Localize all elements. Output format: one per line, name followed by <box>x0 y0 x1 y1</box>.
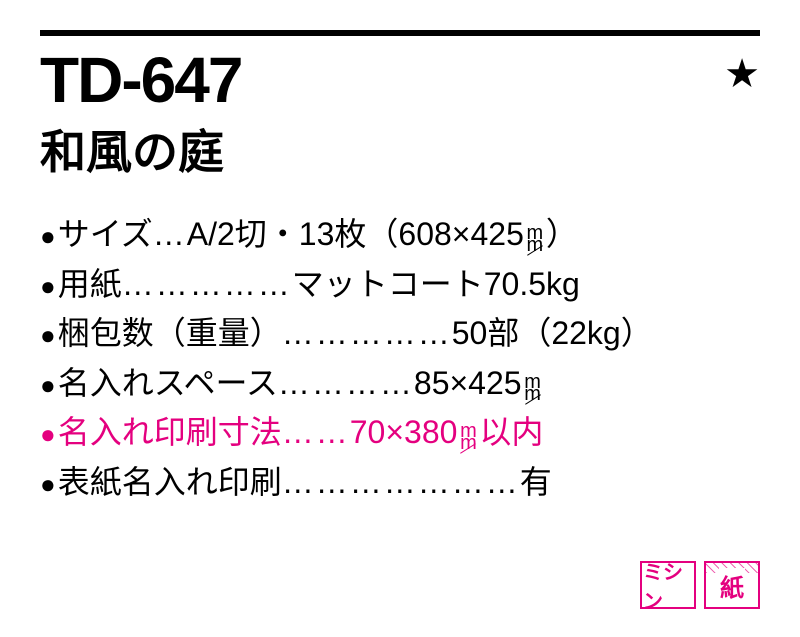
spec-leader: ………………… <box>282 458 520 508</box>
spec-row: ●名入れ印刷寸法 ……70×380mm以内 <box>40 408 760 458</box>
spec-label: 表紙名入れ印刷 <box>58 458 282 508</box>
badge-row: ミシン紙 <box>640 561 760 609</box>
product-code: TD-647 <box>40 48 241 112</box>
bullet-icon: ● <box>40 315 56 355</box>
bullet-icon: ● <box>40 365 56 405</box>
spec-value-post: 以内 <box>479 408 543 458</box>
mm-unit: mm <box>526 227 544 250</box>
spec-row: ●梱包数（重量）……………50部（22kg） <box>40 309 760 359</box>
mm-unit: mm <box>524 376 542 399</box>
top-rule <box>40 30 760 36</box>
spec-leader: …… <box>282 408 350 458</box>
bullet-icon: ● <box>40 414 56 454</box>
product-title: 和風の庭 <box>40 116 760 182</box>
badge-text: 紙 <box>719 568 745 603</box>
spec-value: A/2切・13枚（608×425 <box>187 210 524 260</box>
spec-value: 50部（22kg） <box>452 309 653 359</box>
bullet-icon: ● <box>40 216 56 256</box>
spec-list: ●サイズ…A/2切・13枚（608×425mm）●用紙……………マットコート70… <box>40 210 760 508</box>
badge: ミシン <box>640 561 696 609</box>
spec-leader: … <box>153 210 187 260</box>
spec-label: 梱包数（重量） <box>58 309 282 359</box>
mm-unit: mm <box>459 425 477 448</box>
spec-label: 用紙 <box>58 260 122 310</box>
spec-value: 70×380 <box>350 408 458 458</box>
badge-text: ミシン <box>642 561 694 609</box>
spec-leader: ………… <box>278 359 414 409</box>
badge: 紙 <box>704 561 760 609</box>
spec-row: ●名入れスペース …………85×425mm <box>40 359 760 409</box>
bullet-icon: ● <box>40 266 56 306</box>
spec-leader: …………… <box>282 309 452 359</box>
spec-label: 名入れスペース <box>58 359 278 409</box>
spec-row: ●サイズ…A/2切・13枚（608×425mm） <box>40 210 760 260</box>
star-icon: ★ <box>724 54 760 94</box>
spec-label: サイズ <box>58 210 153 260</box>
spec-value: マットコート70.5kg <box>292 260 580 310</box>
spec-label: 名入れ印刷寸法 <box>58 408 282 458</box>
spec-value: 有 <box>520 458 552 508</box>
spec-row: ●表紙名入れ印刷 …………………有 <box>40 458 760 508</box>
spec-row: ●用紙……………マットコート70.5kg <box>40 260 760 310</box>
spec-value: 85×425 <box>414 359 522 409</box>
spec-leader: …………… <box>122 260 292 310</box>
bullet-icon: ● <box>40 464 56 504</box>
header-row: TD-647 ★ <box>40 48 760 112</box>
spec-value-post: ） <box>546 210 578 260</box>
